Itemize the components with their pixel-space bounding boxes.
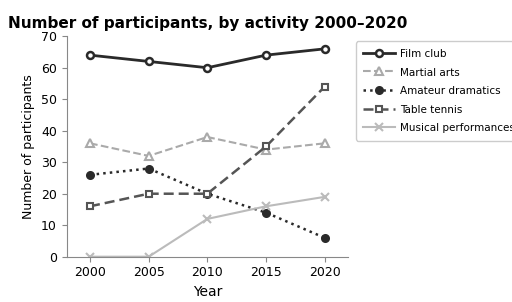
Amateur dramatics [204, 192, 210, 195]
Table tennis [145, 192, 152, 195]
Musical performances [87, 255, 93, 259]
Amateur dramatics [322, 236, 328, 239]
X-axis label: Year: Year [193, 285, 222, 299]
Line: Musical performances: Musical performances [86, 193, 329, 261]
Martial arts [145, 154, 152, 158]
Musical performances [145, 255, 152, 259]
Film club [204, 66, 210, 69]
Amateur dramatics [145, 167, 152, 170]
Table tennis [204, 192, 210, 195]
Musical performances [263, 204, 269, 208]
Line: Amateur dramatics: Amateur dramatics [87, 165, 328, 241]
Film club [263, 53, 269, 57]
Martial arts [87, 142, 93, 145]
Film club [145, 59, 152, 63]
Line: Martial arts: Martial arts [86, 133, 329, 160]
Table tennis [322, 85, 328, 88]
Musical performances [204, 217, 210, 221]
Y-axis label: Number of participants: Number of participants [23, 74, 35, 219]
Amateur dramatics [87, 173, 93, 177]
Martial arts [204, 135, 210, 139]
Film club [322, 47, 328, 51]
Film club [87, 53, 93, 57]
Line: Table tennis: Table tennis [87, 83, 328, 210]
Table tennis [263, 145, 269, 148]
Line: Film club: Film club [87, 45, 328, 71]
Title: Number of participants, by activity 2000–2020: Number of participants, by activity 2000… [8, 16, 407, 31]
Martial arts [263, 148, 269, 151]
Martial arts [322, 142, 328, 145]
Legend: Film club, Martial arts, Amateur dramatics, Table tennis, Musical performances: Film club, Martial arts, Amateur dramati… [356, 41, 512, 140]
Table tennis [87, 204, 93, 208]
Musical performances [322, 195, 328, 199]
Amateur dramatics [263, 211, 269, 214]
